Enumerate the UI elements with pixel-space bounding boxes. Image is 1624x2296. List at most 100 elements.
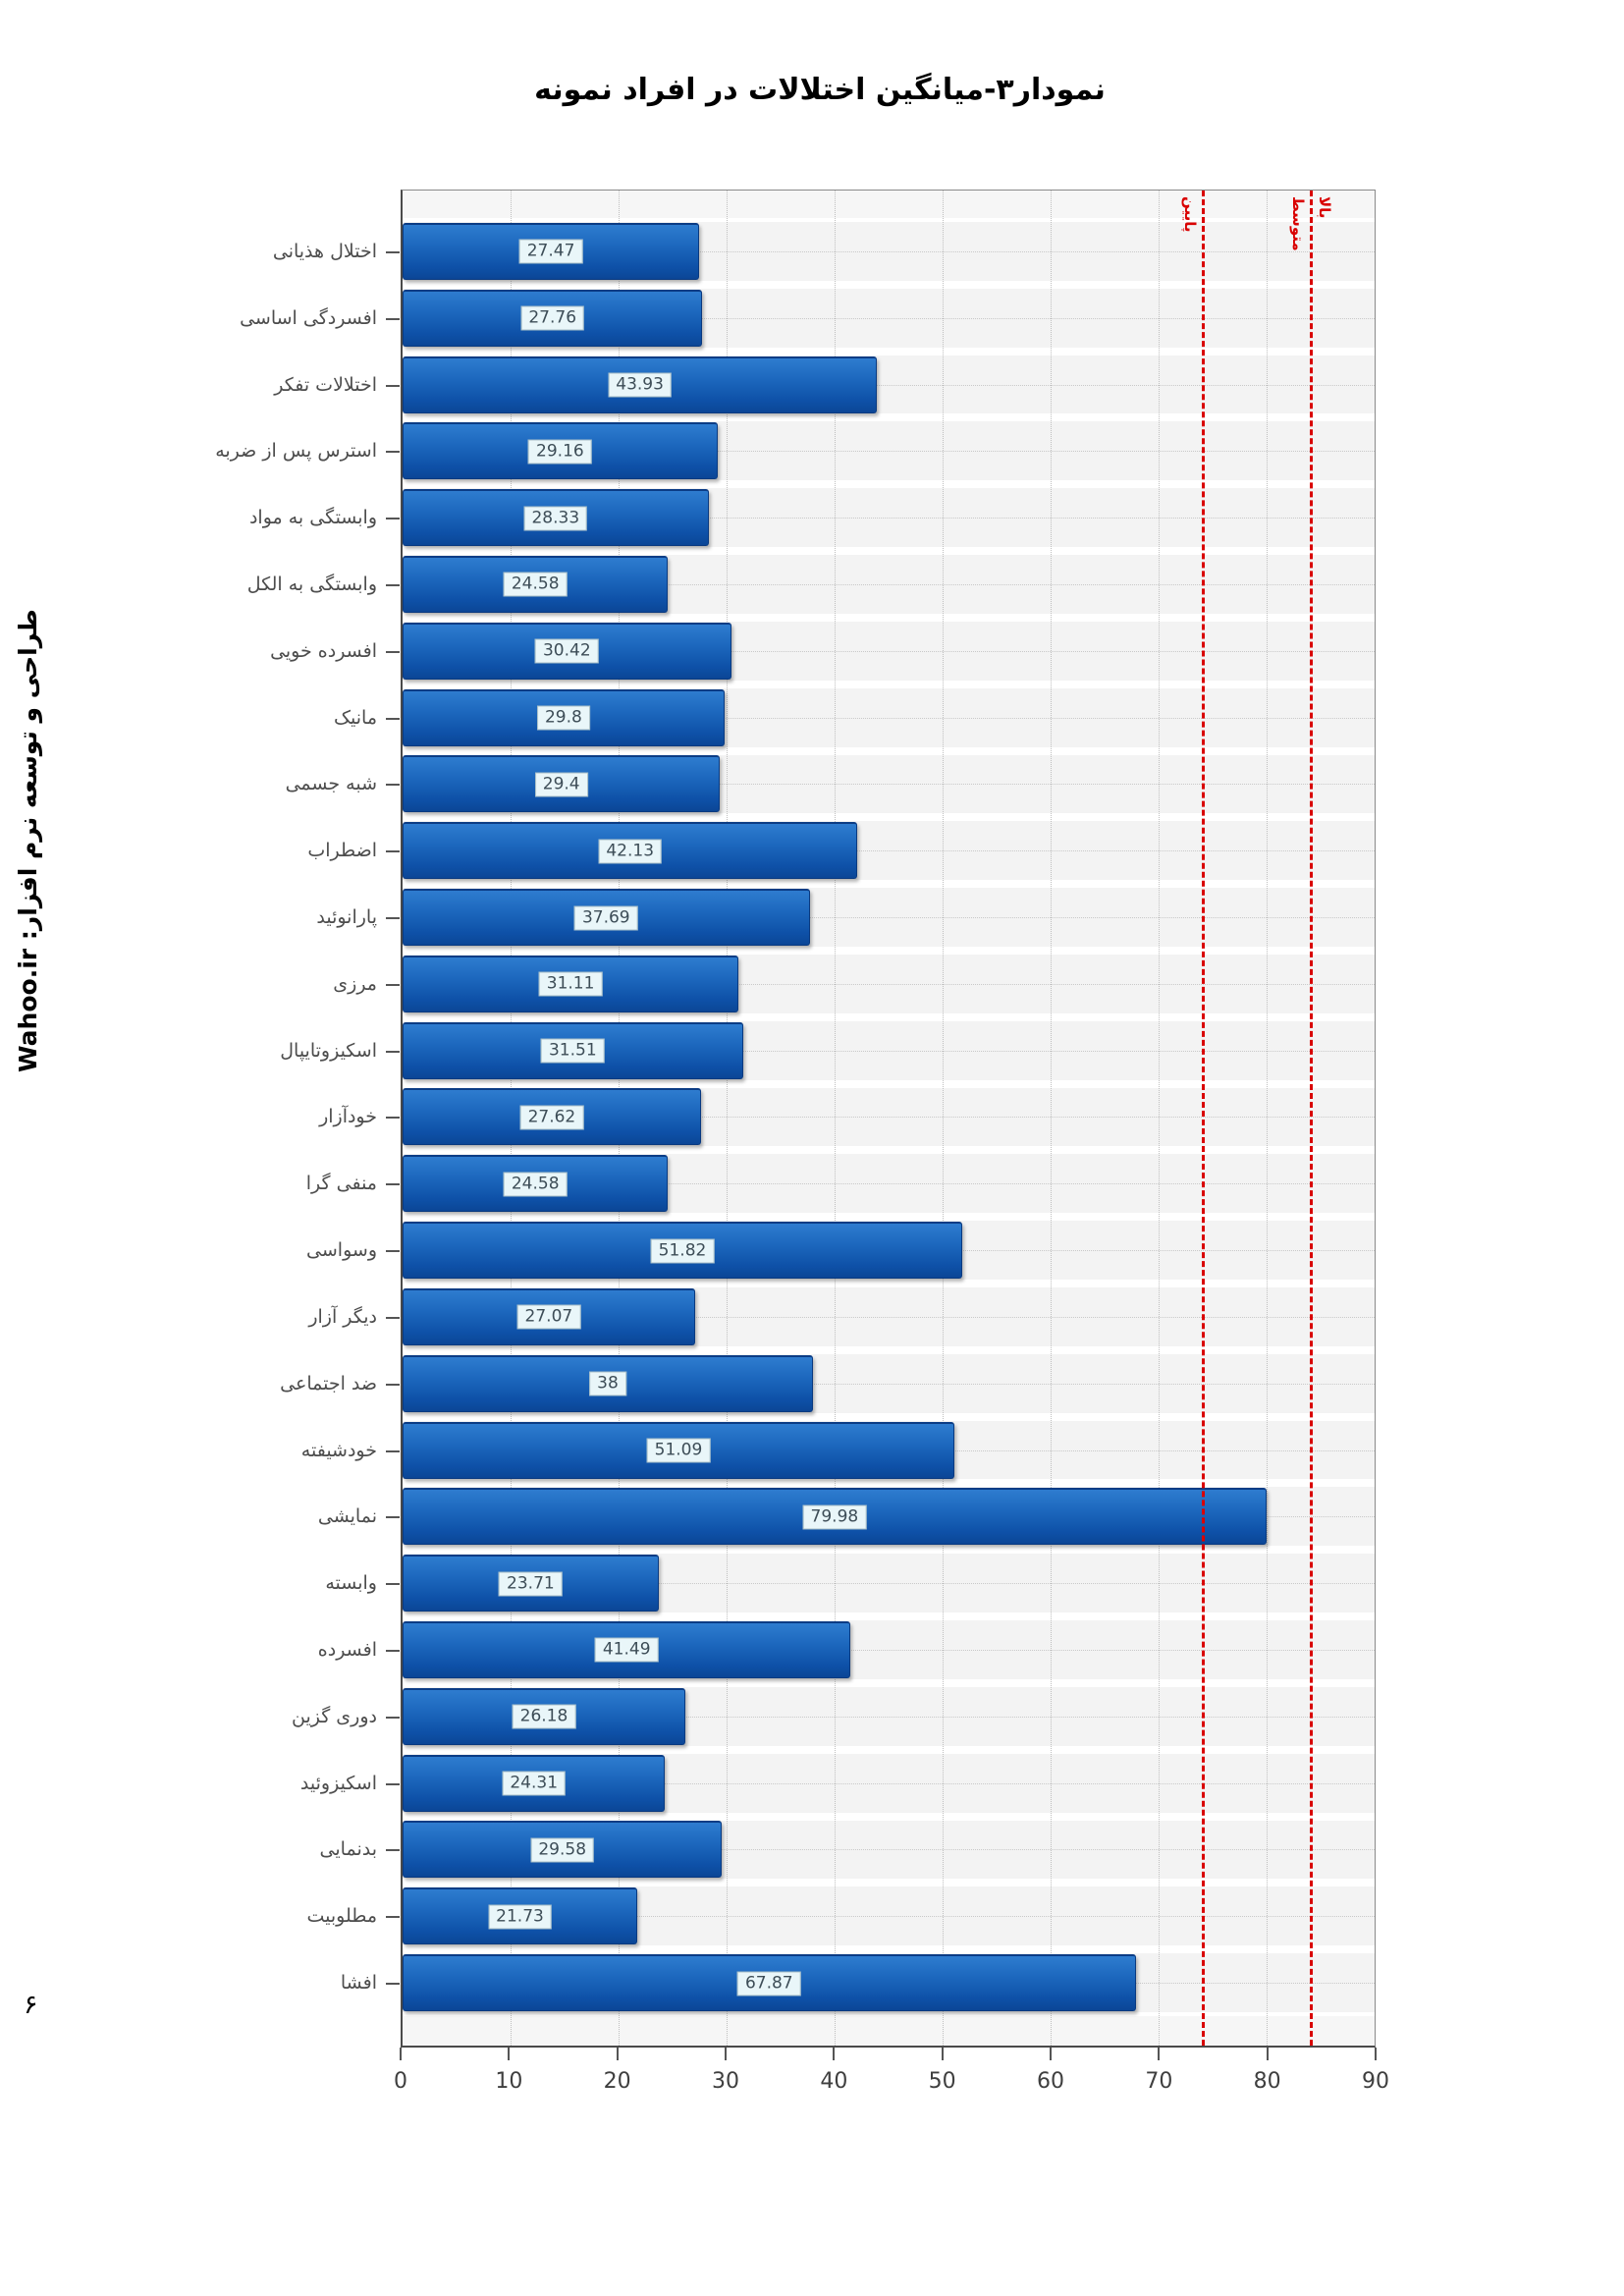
bar-row: وسواسی 51.82 [306, 1217, 1375, 1284]
category-tick [386, 1916, 400, 1919]
bar: 26.18 [403, 1687, 685, 1745]
bar: 24.31 [403, 1754, 666, 1812]
row-gridline [403, 1782, 1375, 1784]
region-label-text: متوسط [1289, 196, 1307, 251]
bar-row: وابستگی به الکل 24.58 [247, 551, 1375, 618]
bar: 79.98 [403, 1488, 1267, 1546]
category-label: اختلال هذیانی [272, 240, 377, 262]
bar: 42.13 [403, 822, 858, 880]
row-gridline [403, 1916, 1375, 1918]
category-label: افسرده [317, 1638, 377, 1661]
bar: 31.11 [403, 955, 739, 1012]
row-gridline [403, 1117, 1375, 1119]
row-gridline [403, 1583, 1375, 1585]
category-tick [386, 250, 400, 253]
category-tick [386, 317, 400, 320]
bar: 30.42 [403, 622, 731, 680]
bar: 29.58 [403, 1821, 723, 1879]
bar-row: افسرده خویی 30.42 [270, 617, 1375, 684]
category-tick [386, 1516, 400, 1519]
bar-row: اختلالات تفکر 43.93 [274, 351, 1375, 418]
category-tick [386, 1117, 400, 1120]
category-tick [386, 1316, 400, 1319]
category-label: وابسته [325, 1572, 377, 1595]
vertical-gridline [727, 191, 728, 2046]
category-tick [386, 1782, 400, 1785]
bar-rows: اختلال هذیانی 27.47 افسردگی اساسی 27.76 اختل… [215, 218, 1375, 2016]
category-label: منفی گرا [305, 1173, 377, 1195]
category-tick [386, 917, 400, 920]
category-tick [386, 1649, 400, 1652]
vertical-gridline [1267, 191, 1268, 2046]
row-gridline [403, 1316, 1375, 1318]
bar-row: ضد اجتماعی 38 [280, 1349, 1375, 1417]
category-tick [386, 1183, 400, 1186]
bar: 23.71 [403, 1555, 659, 1613]
x-axis-tick [508, 2048, 511, 2060]
bar: 28.33 [403, 489, 709, 547]
bar: 27.62 [403, 1088, 701, 1146]
category-label: بدنمایی [319, 1838, 377, 1861]
region-label: پایین [1181, 196, 1235, 233]
bar: 41.49 [403, 1620, 851, 1678]
bar-value-label: 31.51 [540, 1038, 605, 1064]
category-tick [386, 850, 400, 853]
x-axis-tick [1158, 2048, 1161, 2060]
bar-row: اسکیزوتایپال 31.51 [280, 1016, 1375, 1084]
bar: 31.51 [403, 1021, 743, 1079]
category-tick [386, 784, 400, 787]
bar-value-label: 24.31 [502, 1771, 567, 1796]
category-tick [386, 384, 400, 387]
bar: 37.69 [403, 889, 810, 947]
category-tick [386, 1050, 400, 1053]
bar-chart: اختلال هذیانی 27.47 افسردگی اساسی 27.76 اختل… [215, 190, 1389, 2094]
category-label: نمایشی [317, 1505, 377, 1528]
x-axis-tick-label: 20 [603, 2069, 631, 2094]
x-axis-tick-label: 80 [1253, 2069, 1281, 2094]
bar: 24.58 [403, 555, 669, 613]
row-gridline [403, 850, 1375, 852]
bar-row: اختلال هذیانی 27.47 [273, 218, 1375, 285]
category-label: اضطراب [307, 840, 377, 862]
reference-line [1310, 191, 1313, 2046]
bar-value-label: 29.16 [528, 439, 592, 465]
x-axis-tick [941, 2048, 944, 2060]
x-axis-tick-label: 50 [928, 2069, 956, 2094]
vertical-gridline [835, 191, 836, 2046]
category-tick [386, 1449, 400, 1452]
bar: 51.09 [403, 1421, 954, 1479]
bar-row: اسکیزوئید 24.31 [300, 1749, 1375, 1817]
bar-value-label: 31.11 [538, 971, 603, 997]
category-label: شبه جسمی [285, 773, 377, 795]
row-gridline [403, 1649, 1375, 1651]
bar-row: منفی گرا 24.58 [306, 1150, 1375, 1218]
category-label: اسکیزوئید [299, 1772, 377, 1794]
row-gridline [403, 518, 1375, 519]
category-label: افشا [340, 1972, 377, 1995]
x-axis-tick [833, 2048, 836, 2060]
bar-value-label: 41.49 [594, 1637, 659, 1663]
bar-value-label: 30.42 [534, 638, 599, 664]
x-axis-tick [400, 2048, 402, 2060]
bar: 27.76 [403, 289, 703, 347]
bar-value-label: 43.93 [608, 372, 672, 398]
x-axis: 0 10 20 30 40 50 60 70 80 90 [394, 2048, 1389, 2106]
row-gridline [403, 983, 1375, 985]
bar: 27.47 [403, 222, 700, 280]
bar-value-label: 29.58 [530, 1837, 595, 1863]
bar: 24.58 [403, 1155, 669, 1213]
bar-value-label: 67.87 [736, 1971, 801, 1996]
bar-row: نمایشی 79.98 [318, 1483, 1375, 1551]
row-gridline [403, 583, 1375, 585]
region-label-text: پایین [1181, 196, 1199, 233]
bar-value-label: 51.82 [650, 1238, 715, 1264]
category-label: وابستگی به مواد [248, 507, 377, 529]
bar-value-label: 42.13 [598, 839, 663, 864]
region-label-text: بالا [1316, 196, 1333, 219]
bar-value-label: 27.47 [518, 239, 583, 264]
bar-value-label: 27.07 [516, 1304, 581, 1330]
row-gridline [403, 1183, 1375, 1185]
vertical-gridline [943, 191, 944, 2046]
category-label: مطلوبیت [306, 1905, 377, 1928]
